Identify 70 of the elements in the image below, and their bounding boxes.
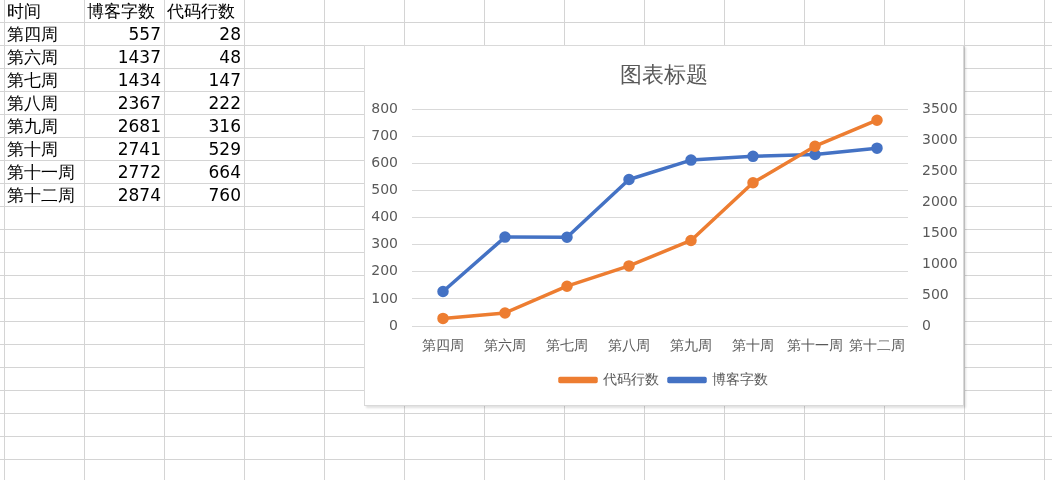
point [685, 234, 697, 247]
data-label: 147 [207, 69, 242, 92]
category-label: 第十二周 [6, 184, 76, 207]
point [747, 177, 759, 189]
point [747, 150, 759, 163]
category-label: 第四周 [6, 23, 59, 46]
text: 时间 [6, 0, 42, 23]
data-label: 1437 [116, 46, 162, 69]
y-tick-label: 200 [371, 262, 398, 279]
y2-tick-label: 0 [922, 316, 931, 333]
point [685, 154, 697, 166]
x-tick-label: 第十一周 [787, 337, 843, 354]
x-tick-label: 第八周 [608, 337, 650, 354]
x-tick-label: 第四周 [422, 337, 464, 354]
y-tick-label: 100 [371, 289, 398, 306]
y-tick-label: 700 [371, 127, 398, 144]
data-label: 2367 [116, 92, 162, 115]
legend-label: 博客字数 [712, 370, 768, 387]
data-label: 529 [207, 138, 242, 161]
data-label: 1434 [116, 69, 162, 92]
point [871, 114, 883, 126]
data-label: 222 [207, 92, 242, 115]
y-tick-label: 300 [371, 235, 398, 252]
data-label: 28 [218, 23, 242, 46]
data-label: 2874 [116, 184, 162, 207]
y2-tick-label: 2500 [922, 161, 958, 178]
data-label: 316 [207, 115, 242, 138]
point [437, 312, 449, 325]
y-tick-label: 800 [371, 100, 398, 117]
data-label: 760 [207, 184, 242, 207]
y-tick-label: 0 [389, 316, 398, 333]
x-tick-label: 第七周 [546, 337, 588, 354]
y2-tick-label: 3000 [922, 130, 958, 147]
category-label: 第八周 [6, 92, 59, 115]
point [561, 280, 573, 292]
x-tick-label: 第九周 [670, 337, 712, 354]
data-label: 2681 [116, 115, 162, 138]
point [809, 140, 821, 152]
y2-tick-label: 3500 [922, 100, 958, 117]
y-tick-label: 400 [371, 208, 398, 225]
x-tick-label: 第十周 [732, 337, 774, 354]
y-tick-label: 500 [371, 181, 398, 198]
y2-tick-label: 1000 [922, 254, 958, 271]
point [437, 285, 449, 298]
data-label: 2772 [116, 161, 162, 184]
chart-title: 图表标题 [620, 61, 708, 87]
x-tick-label: 第十二周 [849, 337, 905, 354]
y-tick-label: 600 [371, 154, 398, 171]
text: 博客字数 [86, 0, 156, 23]
point [561, 231, 573, 244]
data-label: 664 [207, 161, 242, 184]
y2-tick-label: 500 [922, 285, 949, 302]
legend-label: 代码行数 [602, 370, 659, 387]
category-label: 第六周 [6, 46, 59, 69]
data-label: 48 [218, 46, 242, 69]
category-label: 第九周 [6, 115, 59, 138]
y2-tick-label: 1500 [922, 223, 958, 240]
text: 代码行数 [166, 0, 236, 23]
data-label: 2741 [116, 138, 162, 161]
category-label: 第十周 [6, 138, 59, 161]
point [499, 307, 511, 319]
point [623, 260, 635, 272]
category-label: 第七周 [6, 69, 59, 92]
y2-tick-label: 2000 [922, 192, 958, 209]
point [623, 173, 635, 186]
category-label: 第十一周 [6, 161, 76, 184]
data-label: 557 [127, 23, 162, 46]
point [499, 231, 511, 243]
x-tick-label: 第六周 [484, 337, 526, 354]
point [871, 142, 883, 154]
